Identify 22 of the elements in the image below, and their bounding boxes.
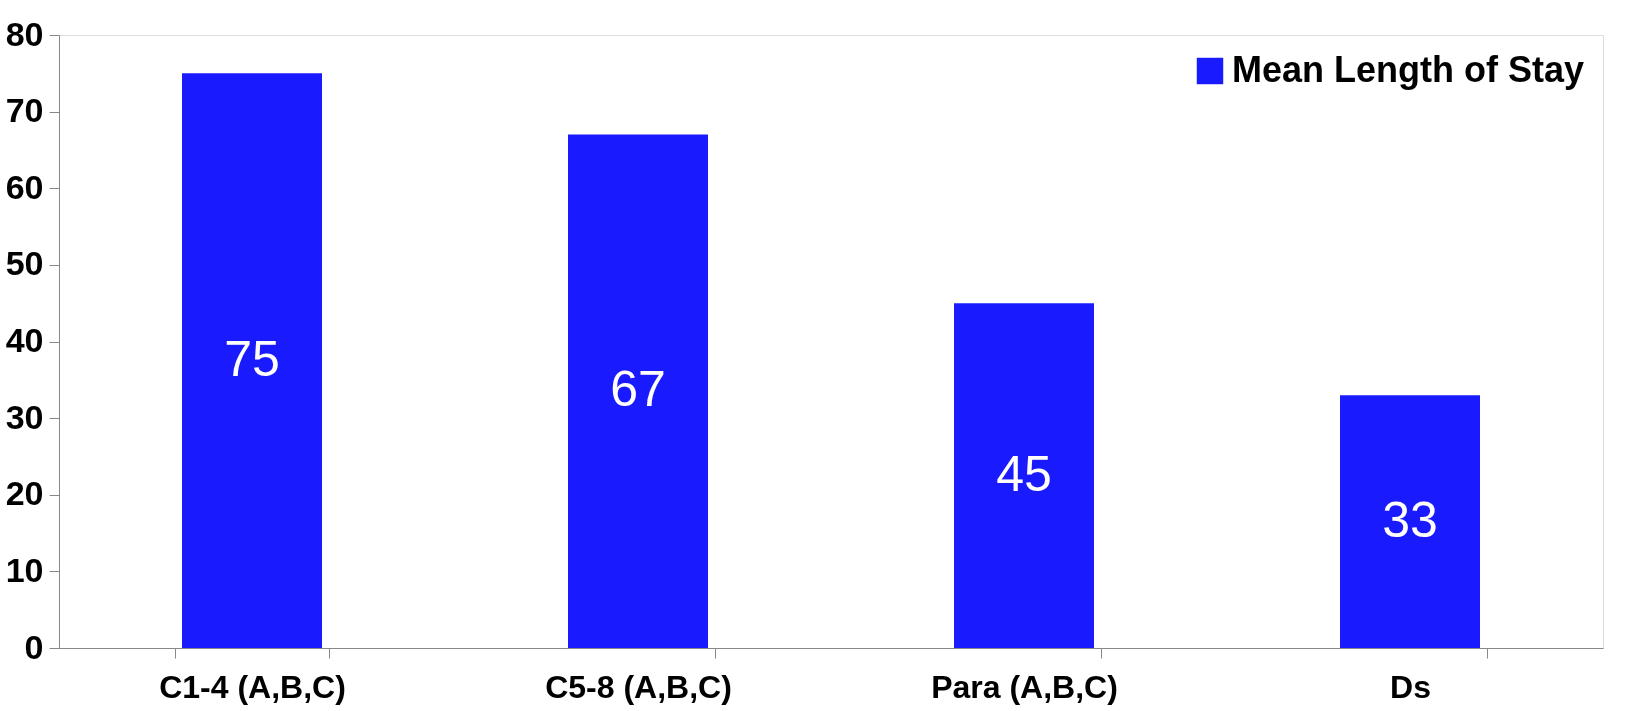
y-tick-label: 20: [5, 474, 44, 513]
x-tick-label: Para (A,B,C): [931, 668, 1118, 705]
y-tick-label: 0: [24, 627, 44, 666]
x-tick-label: Ds: [1390, 668, 1431, 705]
data-label: 67: [610, 361, 666, 418]
data-label: 75: [224, 330, 280, 387]
y-tick-label: 60: [5, 167, 44, 206]
data-label: 33: [1382, 491, 1438, 548]
bar: [954, 303, 1094, 648]
legend-label: Mean Length of Stay: [1232, 49, 1585, 90]
y-tick-label: 70: [5, 91, 44, 130]
y-tick-label: 50: [5, 244, 44, 283]
y-tick-label: 80: [5, 14, 44, 53]
x-tick-label: C5-8 (A,B,C): [545, 668, 732, 705]
bar: [568, 134, 708, 648]
data-label: 45: [996, 445, 1052, 502]
bar: [182, 73, 322, 648]
y-tick-label: 40: [5, 321, 44, 359]
bar: [1340, 395, 1480, 648]
x-tick-label: C1-4 (A,B,C): [159, 668, 346, 705]
y-tick-label: 10: [5, 550, 44, 589]
y-tick-label: 30: [5, 397, 44, 436]
